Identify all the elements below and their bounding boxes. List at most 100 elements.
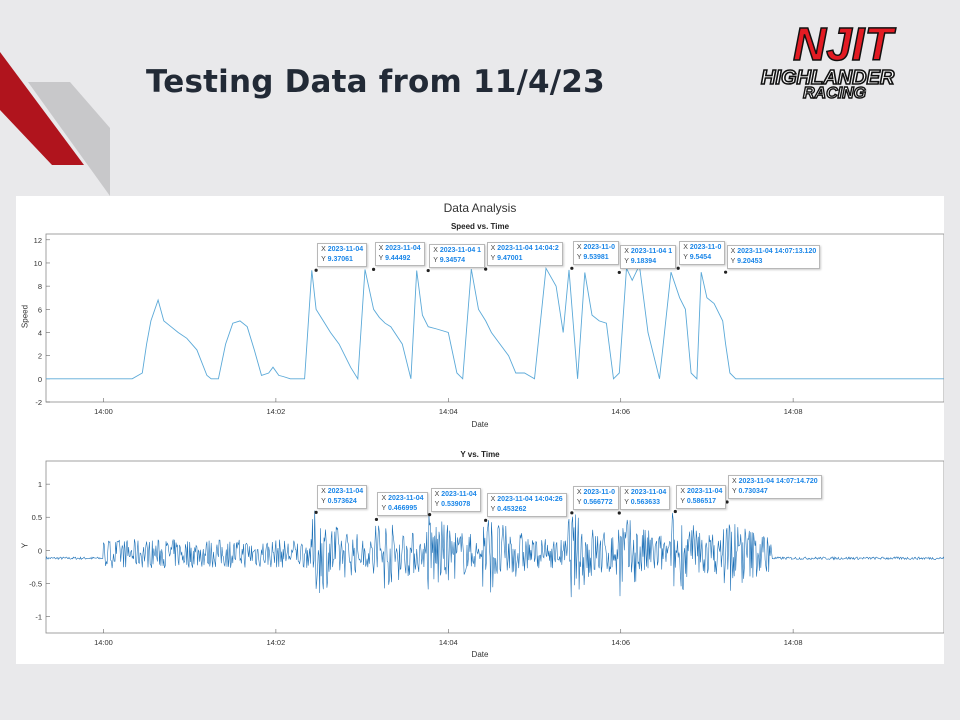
- datatip-y-text: Y 0.566772: [576, 498, 613, 506]
- speed-datatip-marker: [484, 267, 488, 271]
- datatip-x-text: X 2023-11-0: [576, 244, 616, 252]
- y-xtick-label: 14:00: [94, 638, 113, 647]
- speed-xtick-label: 14:00: [94, 407, 113, 416]
- datatip-y-text: Y 0.586517: [680, 497, 717, 505]
- y-series-line: [45, 510, 944, 598]
- y-ytick-label: -0.5: [29, 579, 42, 588]
- logo-highlander-text: HIGHLANDER: [761, 67, 895, 89]
- njit-highlander-racing-logo: NJIT HIGHLANDER RACING: [760, 17, 897, 102]
- datatip-y-text: Y 0.539078: [434, 500, 471, 508]
- speed-ytick-label: 0: [38, 375, 42, 384]
- y-xtick-label: 14:02: [266, 638, 285, 647]
- speed-ytick-label: 12: [34, 236, 42, 245]
- y-datatip-marker: [374, 517, 379, 522]
- y-datatip[interactable]: X 2023-11-04 Y 0.539078: [430, 487, 481, 512]
- speed-ytick-label: 10: [34, 259, 42, 268]
- speed-xtick-label: 14:06: [611, 407, 630, 416]
- y-datatip[interactable]: X 2023-11-0 Y 0.566772: [572, 485, 620, 510]
- datatip-y-text: Y 9.34574: [433, 256, 465, 264]
- logo-njit-text: NJIT: [793, 18, 897, 70]
- speed-xtick-label: 14:02: [266, 407, 285, 416]
- speed-datatip[interactable]: X 2023-11-0 Y 9.5454: [679, 241, 726, 266]
- speed-ytick-label: -2: [35, 398, 42, 407]
- y-datatip[interactable]: X 2023-11-04 14:04:26 Y 0.453262: [486, 493, 567, 518]
- y-datatip[interactable]: X 2023-11-04 Y 0.466995: [377, 492, 428, 517]
- y-datatip-marker: [570, 511, 574, 515]
- datatip-x-text: X 2023-11-04: [378, 245, 421, 253]
- datatip-y-text: Y 9.37061: [321, 256, 353, 264]
- y-datatip-marker: [673, 509, 677, 514]
- datatip-x-text: X 2023-11-04 14:07:14.720: [732, 477, 818, 485]
- speed-ytick-label: 4: [38, 328, 42, 337]
- figure-title: Data Analysis: [443, 201, 517, 215]
- red-stripe: [0, 52, 84, 165]
- y-datatip-marker: [314, 510, 318, 514]
- speed-datatip-marker: [724, 270, 728, 274]
- speed-datatip[interactable]: X 2023-11-04 14:04:2 Y 9.47001: [486, 242, 563, 267]
- slide-title: Testing Data from 11/4/23: [146, 64, 605, 100]
- y-datatip-marker: [617, 511, 621, 515]
- y-datatip[interactable]: X 2023-11-04 Y 0.573624: [317, 485, 368, 510]
- datatip-y-text: Y 9.18394: [624, 258, 657, 266]
- datatip-x-text: X 2023-11-04 1: [433, 246, 482, 254]
- datatip-x-text: X 2023-11-0: [683, 244, 722, 252]
- y-ytick-label: 0: [38, 546, 42, 555]
- datatip-x-text: X 2023-11-04 1: [624, 248, 673, 256]
- y-xtick-label: 14:06: [611, 638, 630, 647]
- speed-chart-xlabel: Date: [471, 420, 489, 429]
- speed-series-line: [46, 263, 944, 381]
- datatip-x-text: X 2023-11-04: [624, 489, 667, 497]
- datatip-x-text: X 2023-11-04: [321, 488, 364, 496]
- y-datatip[interactable]: X 2023-11-04 14:07:14.720 Y 0.730347: [728, 474, 822, 499]
- datatip-y-text: Y 9.44492: [378, 255, 411, 263]
- speed-ytick-label: 2: [38, 352, 42, 361]
- speed-datatip[interactable]: X 2023-11-04 Y 9.44492: [374, 242, 425, 267]
- y-datatip-marker: [484, 518, 488, 522]
- speed-datatip-marker: [426, 268, 430, 273]
- datatip-x-text: X 2023-11-04: [321, 246, 364, 254]
- speed-datatip[interactable]: X 2023-11-04 Y 9.37061: [317, 243, 368, 268]
- datatip-y-text: Y 9.47001: [490, 255, 523, 263]
- speed-datatip-marker: [314, 268, 318, 272]
- datatip-x-text: X 2023-11-04: [381, 495, 424, 503]
- datatip-y-text: Y 0.730347: [732, 487, 768, 495]
- y-datatip[interactable]: X 2023-11-04 Y 0.586517: [676, 484, 727, 509]
- datatip-y-text: Y 0.563633: [624, 499, 660, 507]
- speed-xtick-label: 14:08: [784, 407, 803, 416]
- logo-racing-text: RACING: [803, 85, 866, 102]
- datatip-x-text: X 2023-11-04: [434, 490, 477, 498]
- speed-datatip-marker: [570, 266, 574, 270]
- y-datatip[interactable]: X 2023-11-04 Y 0.563633: [620, 486, 671, 511]
- speed-datatip-marker: [676, 266, 680, 270]
- speed-datatip[interactable]: X 2023-11-04 14:07:13.120 Y 9.20453: [726, 245, 821, 270]
- y-chart-xlabel: Date: [471, 650, 489, 659]
- speed-ytick-label: 8: [38, 282, 42, 291]
- datatip-y-text: Y 0.466995: [381, 505, 418, 513]
- speed-datatip-marker: [617, 270, 621, 275]
- datatip-x-text: X 2023-11-0: [576, 488, 616, 496]
- speed-ytick-label: 6: [38, 305, 42, 314]
- y-ytick-label: 0.5: [32, 513, 42, 522]
- datatip-y-text: Y 9.5454: [683, 254, 712, 262]
- datatip-x-text: X 2023-11-04 14:07:13.120: [730, 248, 817, 256]
- speed-chart-title: Speed vs. Time: [450, 222, 510, 231]
- gray-stripe: [28, 82, 110, 196]
- speed-datatip-marker: [371, 267, 376, 271]
- speed-xtick-label: 14:04: [439, 407, 458, 416]
- datatip-x-text: X 2023-11-04 14:04:26: [490, 496, 563, 504]
- datatip-x-text: X 2023-11-04: [680, 487, 723, 495]
- datatip-y-text: Y 0.453262: [490, 506, 527, 514]
- y-ytick-label: -1: [35, 612, 42, 621]
- y-ytick-label: 1: [38, 480, 42, 489]
- datatip-y-text: Y 9.20453: [730, 258, 763, 266]
- data-analysis-figure: Data Analysis Speed vs. Time Y vs. Time …: [16, 196, 944, 664]
- y-datatip-marker: [428, 513, 432, 517]
- speed-datatip[interactable]: X 2023-11-0 Y 9.53981: [572, 241, 620, 266]
- y-xtick-label: 14:04: [439, 638, 458, 647]
- datatip-y-text: Y 0.573624: [321, 498, 357, 506]
- speed-datatip[interactable]: X 2023-11-04 1 Y 9.34574: [429, 243, 486, 268]
- y-chart-title: Y vs. Time: [460, 450, 500, 459]
- datatip-x-text: X 2023-11-04 14:04:2: [490, 245, 559, 253]
- speed-datatip[interactable]: X 2023-11-04 1 Y 9.18394: [620, 245, 677, 270]
- datatip-y-text: Y 9.53981: [576, 254, 609, 262]
